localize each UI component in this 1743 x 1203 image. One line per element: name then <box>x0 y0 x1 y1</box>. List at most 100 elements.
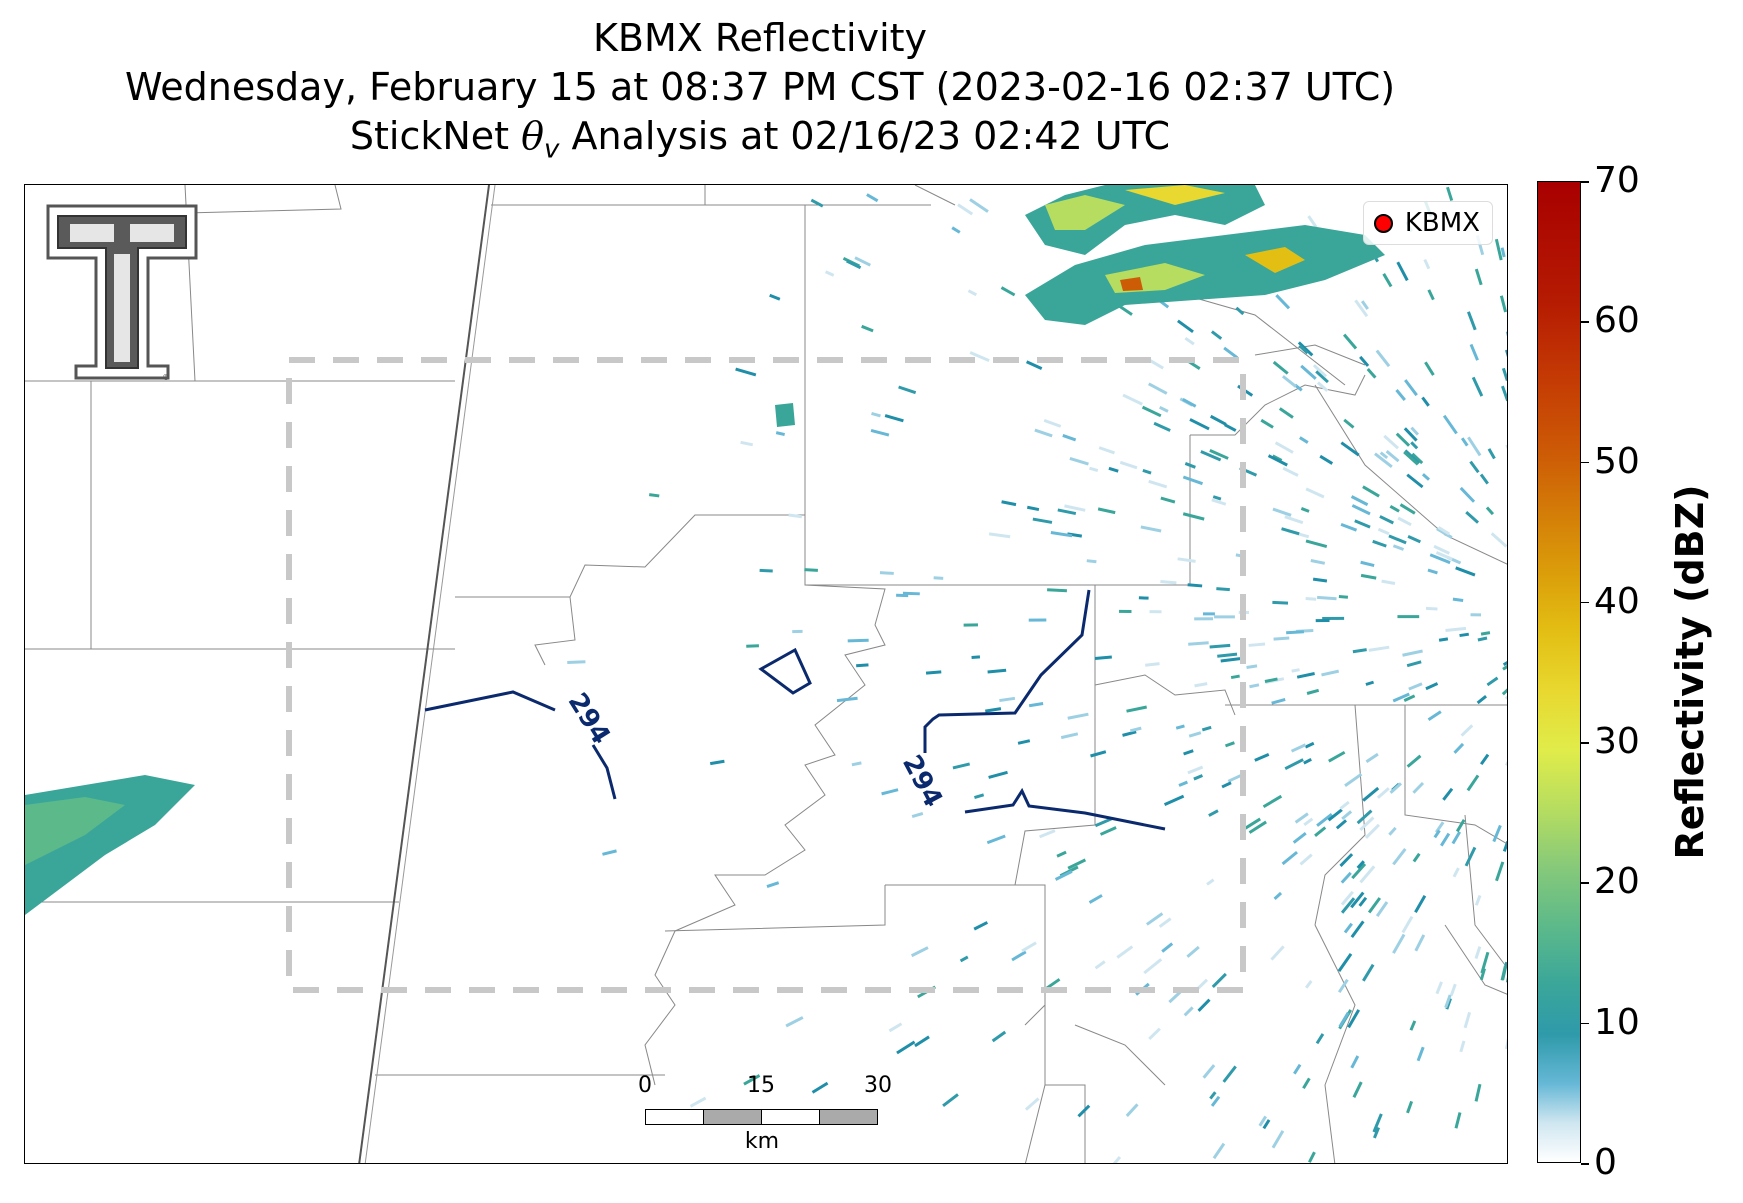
echo-speck <box>1306 688 1320 695</box>
echo-speck <box>1108 466 1119 473</box>
echo-speck <box>1160 580 1177 585</box>
echo-speck <box>1381 579 1396 585</box>
echo-speck <box>1344 772 1363 787</box>
echo-speck <box>1182 398 1197 408</box>
echo-speck <box>967 289 978 297</box>
reflectivity-echoes <box>567 186 1507 1163</box>
echo-speck <box>1217 652 1238 658</box>
contour-line <box>758 647 812 695</box>
echo-speck <box>1067 712 1089 720</box>
echo-speck <box>1062 434 1077 442</box>
echo-speck <box>1343 418 1355 429</box>
echo-speck <box>963 623 978 627</box>
echo-speck <box>1026 505 1040 512</box>
echo-speck <box>898 385 917 395</box>
echo-speck <box>1411 452 1424 465</box>
echo-speck <box>1359 355 1370 367</box>
echo-speck <box>1455 819 1466 833</box>
echo-speck <box>1270 945 1285 961</box>
echo-speck <box>942 1093 959 1107</box>
echo-speck <box>1465 511 1480 524</box>
colorbar-tick-mark <box>1581 1022 1589 1025</box>
echo-speck <box>1341 810 1353 821</box>
echo-speck <box>1487 448 1496 460</box>
map-canvas: 294 294 <box>25 185 1507 1163</box>
echo-speck <box>1184 336 1195 346</box>
echo-speck <box>1449 983 1457 997</box>
echo-speck <box>1212 495 1222 501</box>
echo-speck <box>1182 475 1204 486</box>
echo-speck <box>1500 247 1506 258</box>
echo-speck <box>1126 705 1148 713</box>
echo-speck <box>1194 682 1208 688</box>
echo-speck <box>1315 1033 1325 1045</box>
echo-speck <box>1402 649 1423 657</box>
echo-speck <box>1374 452 1393 468</box>
echo-speck <box>896 1040 916 1055</box>
echo-speck <box>1476 695 1487 705</box>
echo-speck <box>1098 446 1115 455</box>
echo-speck <box>1222 1065 1237 1083</box>
echo-speck <box>1312 577 1328 583</box>
echo-speck <box>1433 544 1450 555</box>
echo-speck <box>1000 286 1016 297</box>
echo-speck <box>1145 662 1160 667</box>
legend-label: KBMX <box>1404 208 1480 238</box>
echo-speck <box>1502 841 1507 852</box>
contour-line <box>591 744 617 800</box>
echo-speck <box>1017 739 1031 745</box>
echo-speck <box>1463 1011 1472 1029</box>
echo-speck <box>1501 682 1507 696</box>
echo-speck <box>1352 1081 1363 1098</box>
echo-speck <box>1305 487 1325 499</box>
echo-speck <box>871 411 881 418</box>
echo-speck <box>1350 1055 1360 1069</box>
echo-speck <box>851 761 862 767</box>
echo-speck <box>1290 743 1307 753</box>
echo-speck <box>861 324 874 333</box>
echo-speck <box>1406 754 1422 768</box>
echo-speck <box>999 696 1016 703</box>
colorbar <box>1537 181 1581 1163</box>
echo-speck <box>1294 812 1309 824</box>
echo-speck <box>1379 451 1389 460</box>
texas-tech-logo-icon: ® <box>46 204 198 382</box>
echo-speck <box>1141 405 1162 418</box>
echo-speck <box>1347 1009 1361 1029</box>
echo-speck <box>1404 379 1418 397</box>
echo-speck <box>1362 786 1380 802</box>
echo-speck <box>1340 871 1352 884</box>
echo-speck <box>1360 573 1377 580</box>
echo-speck <box>1011 950 1027 962</box>
title-line-1: KBMX Reflectivity <box>592 16 928 60</box>
echo-speck <box>1292 832 1307 844</box>
echo-speck <box>1262 794 1283 809</box>
echo-speck <box>1365 680 1375 686</box>
colorbar-tick-label: 70 <box>1594 160 1640 201</box>
echo-speck <box>1303 757 1312 765</box>
echo-speck <box>1403 694 1416 703</box>
echo-speck <box>1451 831 1462 845</box>
scale-bar: 0 15 30 km <box>638 1073 892 1154</box>
echo-speck <box>933 576 944 580</box>
colorbar-tick-mark <box>1581 181 1589 183</box>
echo-speck <box>1210 1095 1221 1107</box>
echo-speck <box>836 696 858 703</box>
echo-speck <box>1460 724 1474 737</box>
echo-speck <box>1220 657 1241 663</box>
echo-speck <box>648 493 660 498</box>
echo-speck <box>1025 360 1043 370</box>
echo-speck <box>1304 741 1315 749</box>
echo-speck <box>1254 752 1270 762</box>
echo-speck <box>1389 504 1400 513</box>
echo-speck <box>1505 444 1507 458</box>
echo-speck <box>1445 626 1467 632</box>
echo-speck <box>1143 958 1163 975</box>
echo-speck <box>1264 677 1278 683</box>
colorbar-tick-mark <box>1581 461 1589 464</box>
echo-speck <box>1444 994 1452 1009</box>
echo-speck <box>1178 780 1188 787</box>
map-panel[interactable]: 294 294 KBMX 0 15 30 km <box>24 184 1508 1164</box>
echo-speck <box>988 532 1011 539</box>
echo-speck <box>1372 1113 1383 1133</box>
